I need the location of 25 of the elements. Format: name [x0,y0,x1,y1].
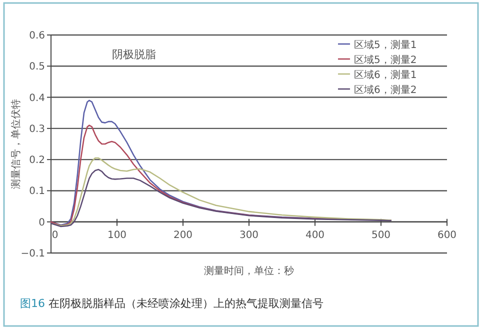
x-tick-label: 100 [107,230,127,241]
y-tick-label: 0.4 [29,92,45,104]
legend-label: 区域5，测量2 [354,54,417,66]
y-tick-label: 0.5 [29,62,45,73]
x-tick-label: 400 [305,230,325,241]
y-tick-label: 0.3 [29,124,45,135]
legend-label: 区域6，测量1 [354,69,417,81]
x-tick-label: 200 [173,230,193,241]
line-series [50,168,392,228]
y-tick-label: 0.2 [29,155,45,166]
legend-label: 区域6，测量2 [354,84,417,96]
text: 阴极脱脂 [112,48,156,61]
x-tick-label: 0 [52,230,58,241]
y-tick-label: 0 [38,217,45,228]
y-tick-label: −0.1 [20,248,45,260]
caption: 图16 在阴极脱脂样品（未经喷涂处理）上的热气提取测量信号 [20,297,324,310]
x-tick-label: 500 [371,230,391,241]
legend-label: 区域5，测量1 [354,39,417,51]
y-tick-label: 0.1 [29,186,45,198]
x-tick-label: 600 [437,230,457,241]
y-tick-label: 0.6 [29,30,45,42]
y-axis-title: 测量信号，单位伏特 [10,99,22,189]
line-series [50,157,392,226]
x-axis-title: 测量时间，单位：秒 [204,265,294,277]
x-tick-label: 300 [239,230,259,241]
